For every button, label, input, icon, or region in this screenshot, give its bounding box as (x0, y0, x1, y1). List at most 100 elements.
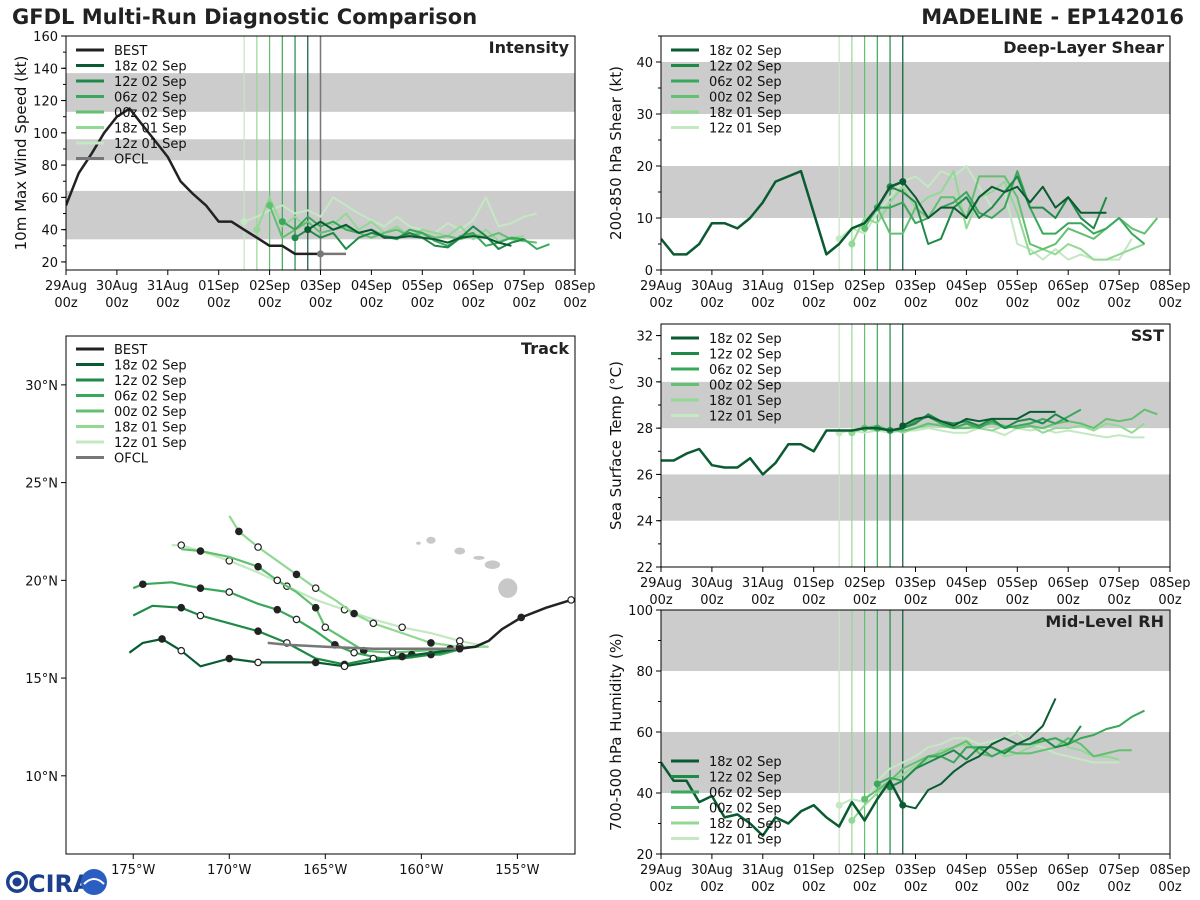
xtick-label-intensity: 05Sep (402, 279, 443, 294)
track-series-5-marker-open (177, 541, 186, 549)
legend-label-track-2: 12z 02 Sep (114, 374, 187, 389)
track-series-5-marker-open (398, 623, 406, 632)
legend-label-intensity-0: BEST (114, 44, 147, 59)
track-ytick-label: 20°N (25, 574, 58, 589)
panel-title-sst: SST (1131, 326, 1164, 345)
legend-label-track-6: 12z 01 Sep (114, 436, 187, 451)
xtick-sublabel-intensity: 00z (105, 296, 129, 311)
series-line-rh-2 (876, 709, 1145, 785)
series-line-intensity-1 (294, 225, 525, 250)
panel-title-shear: Deep-Layer Shear (1003, 38, 1164, 57)
xtick-label-intensity: 07Sep (504, 279, 545, 294)
xtick-sublabel-intensity: 00z (309, 296, 333, 311)
legend-label-rh-3: 00z 02 Sep (709, 802, 782, 817)
xtick-sublabel-shear: 00z (955, 296, 979, 311)
legend-label-sst-4: 18z 01 Sep (709, 394, 782, 409)
xtick-label-shear: 02Sep (844, 279, 885, 294)
track-ytick-label: 10°N (25, 770, 58, 785)
logo-globe-icon (6, 871, 28, 893)
legend-label-intensity-2: 12z 02 Sep (114, 75, 187, 90)
series-line-shear-5 (838, 165, 1133, 261)
track-series-3-marker-open (273, 576, 282, 585)
xtick-sublabel-shear: 00z (1057, 296, 1081, 311)
xtick-sublabel-rh: 00z (1057, 880, 1081, 895)
series-line-rh-1 (889, 725, 1082, 788)
xtick-sublabel-rh: 00z (853, 880, 877, 895)
xtick-sublabel-rh: 00z (1158, 880, 1182, 895)
xtick-label-intensity: 06Sep (453, 279, 494, 294)
ytick-label-sst: 22 (636, 561, 653, 576)
panel-title-intensity: Intensity (489, 38, 570, 57)
track-series-2-marker-open (350, 648, 358, 657)
xtick-sublabel-rh: 00z (904, 880, 928, 895)
legend-label-sst-3: 00z 02 Sep (709, 379, 782, 394)
track-series-3-marker-filled (196, 547, 205, 555)
best-line-intensity (66, 107, 321, 256)
series-start-marker-intensity-0 (304, 226, 312, 234)
island-niihau (416, 541, 421, 545)
legend-label-shear-1: 12z 02 Sep (709, 60, 782, 75)
track-series-4 (228, 515, 489, 648)
series-line-sst-4 (851, 422, 1146, 434)
track-series-4-marker-open (254, 543, 262, 551)
series-line-rh-0 (902, 698, 1057, 810)
track-series-0-marker-open (340, 662, 349, 671)
track-series-1-marker-filled (177, 603, 186, 612)
track-series-4-marker-filled (427, 639, 435, 647)
legend-label-track-1: 18z 02 Sep (114, 359, 187, 374)
legend-label-intensity-1: 18z 02 Sep (114, 60, 187, 75)
ytick-label-intensity: 160 (33, 30, 58, 45)
ytick-label-intensity: 60 (41, 191, 58, 206)
legend-label-track-4: 00z 02 Sep (114, 405, 187, 420)
series-start-marker-rh-4 (848, 816, 856, 824)
panel-title-track: Track (521, 339, 569, 358)
panel-rh: 20 40 60 80 100 29Aug 00z 30Aug 00z 31Aug 00z 01Sep… (607, 604, 1191, 895)
xtick-sublabel-rh: 00z (1107, 880, 1131, 895)
xtick-label-intensity: 29Aug (45, 279, 87, 294)
ytick-label-sst: 32 (636, 330, 653, 345)
track-series-4-marker-open (311, 584, 320, 592)
ytick-label-intensity: 140 (33, 62, 58, 77)
ofcl-marker (317, 250, 324, 258)
band-shear-0 (661, 166, 1170, 218)
xtick-label-sst: 06Sep (1048, 576, 1089, 591)
xtick-label-intensity: 08Sep (554, 279, 595, 294)
ytick-label-sst: 24 (636, 515, 653, 530)
xtick-label-shear: 29Aug (640, 279, 682, 294)
xtick-sublabel-rh: 00z (700, 880, 724, 895)
panel-track: 175°W 170°W 165°W 160°W 155°W 10°N 15°N 20°N 25°… (25, 335, 576, 878)
xtick-sublabel-sst: 00z (751, 593, 775, 608)
track-series-3-marker-filled (254, 562, 262, 571)
series-start-marker-intensity-2 (278, 218, 286, 226)
island-oahu (454, 547, 466, 555)
track-series-0-marker-filled (225, 654, 234, 663)
xtick-sublabel-shear: 00z (853, 296, 877, 311)
xtick-sublabel-sst: 00z (1158, 593, 1182, 608)
ytick-label-shear: 10 (636, 212, 653, 227)
track-series-1-marker-open (196, 611, 205, 620)
series-line-shear-0 (902, 180, 1107, 219)
legend-label-rh-1: 12z 02 Sep (709, 771, 782, 786)
logo-satellite-icon (81, 869, 107, 895)
xtick-sublabel-sst: 00z (853, 593, 877, 608)
track-xtick-label: 155°W (495, 863, 539, 878)
legend-label-intensity-6: 12z 01 Sep (114, 137, 187, 152)
xtick-sublabel-intensity: 00z (411, 296, 435, 311)
logo-ring-icon (9, 874, 25, 890)
xtick-label-intensity: 01Sep (198, 279, 239, 294)
track-series-2-marker-open (225, 588, 234, 596)
xtick-sublabel-intensity: 00z (207, 296, 231, 311)
xtick-sublabel-intensity: 00z (563, 296, 587, 311)
xtick-label-rh: 06Sep (1048, 863, 1089, 878)
xtick-label-sst: 08Sep (1149, 576, 1190, 591)
xtick-sublabel-shear: 00z (1006, 296, 1030, 311)
track-series-1-marker-filled (254, 627, 262, 635)
xtick-sublabel-shear: 00z (1107, 296, 1131, 311)
xtick-label-sst: 02Sep (844, 576, 885, 591)
legend-label-rh-2: 06z 02 Sep (709, 786, 782, 801)
xtick-sublabel-sst: 00z (955, 593, 979, 608)
ytick-label-intensity: 80 (41, 159, 58, 174)
legend-label-track-0: BEST (114, 343, 147, 358)
track-best-marker-open (567, 596, 575, 604)
xtick-label-rh: 07Sep (1099, 863, 1140, 878)
